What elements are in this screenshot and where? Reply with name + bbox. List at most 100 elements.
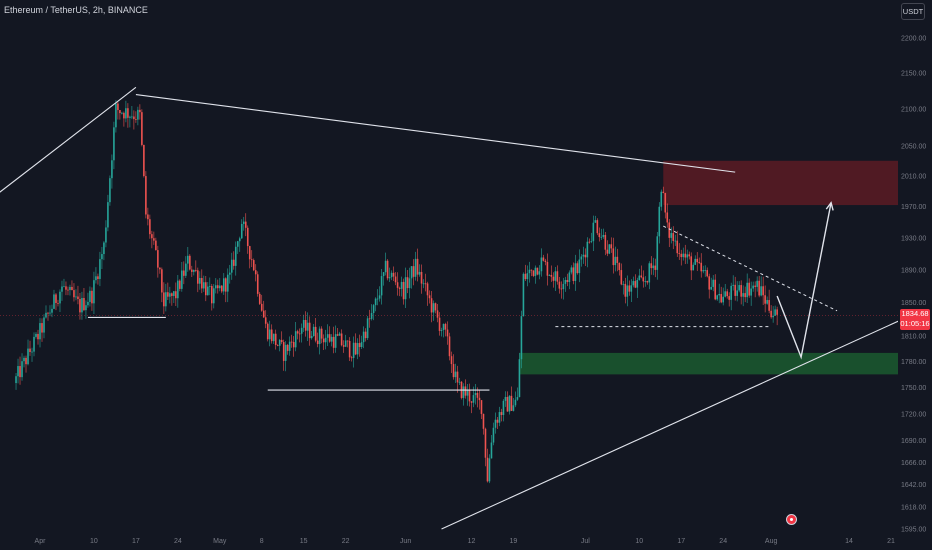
candle-body (302, 319, 305, 328)
time-tick-label: 22 (342, 538, 350, 545)
candle-body (161, 269, 163, 293)
candle-body (478, 397, 481, 401)
candle-body (228, 272, 231, 275)
candle-body (129, 116, 131, 118)
candle-body (682, 253, 685, 258)
candle-body (630, 285, 633, 292)
candle-body (354, 342, 357, 355)
candle-body (209, 286, 211, 287)
candle-body (272, 333, 275, 342)
candle-body (774, 309, 776, 316)
candle-body (556, 271, 559, 282)
candle-body (65, 286, 67, 290)
candle-body (177, 280, 179, 299)
time-tick-label: 24 (174, 538, 182, 545)
time-tick-label: 17 (132, 538, 140, 545)
candle-body (638, 275, 641, 281)
candle-body (278, 339, 281, 346)
candle-body (644, 281, 647, 282)
candle-body (760, 286, 762, 296)
candle-body (528, 269, 531, 274)
candle-body (624, 283, 627, 297)
candle-body (163, 292, 165, 307)
candle-body (590, 241, 593, 242)
candle-body (766, 300, 768, 304)
candle-body (332, 336, 335, 348)
candle-body (222, 278, 225, 292)
candle-body (492, 427, 495, 443)
candle-body (754, 285, 756, 287)
candle-body (498, 412, 501, 423)
candle-body (418, 271, 421, 275)
time-tick-label: 14 (845, 538, 853, 545)
candle-body (294, 331, 297, 348)
candle-body (462, 386, 465, 398)
candle-body (290, 341, 293, 343)
price-tick-label: 1595.00 (901, 527, 926, 534)
candle-body (260, 303, 263, 311)
candle-body (698, 262, 701, 264)
candle-body (686, 254, 689, 258)
candle-body (714, 279, 717, 300)
candle-body (185, 263, 187, 276)
candle-body (764, 295, 766, 304)
candle-body (370, 313, 373, 319)
candle-body (135, 119, 137, 120)
candle-body (748, 282, 750, 296)
candle-body (155, 240, 157, 251)
candle-body (592, 222, 595, 242)
candle-body (408, 278, 411, 289)
candle-body (195, 269, 197, 271)
candle-body (203, 282, 205, 289)
price-tick-label: 1780.00 (901, 359, 926, 366)
currency-button[interactable]: USDT (901, 3, 925, 20)
candle-body (201, 278, 203, 289)
candle-body (400, 281, 403, 289)
candle-body (450, 356, 453, 365)
price-tick-label: 1690.00 (901, 438, 926, 445)
candle-body (103, 242, 105, 255)
price-tick-label: 2150.00 (901, 71, 926, 78)
candle-body (616, 256, 619, 263)
candle-body (506, 396, 509, 412)
candle-body (81, 297, 83, 313)
candle-body (348, 340, 351, 358)
candle-body (504, 396, 507, 401)
candle-body (608, 244, 611, 254)
candle-body (87, 301, 89, 306)
time-tick-label: 19 (510, 538, 518, 545)
candle-body (366, 318, 369, 339)
candle-body (236, 241, 239, 247)
price-axis (898, 0, 932, 550)
candle-body (99, 259, 101, 279)
candle-body (622, 283, 625, 285)
candle-body (664, 192, 667, 213)
candle-body (662, 191, 665, 193)
candle-body (476, 392, 479, 398)
candle-body (562, 283, 565, 290)
price-tick-label: 1850.00 (901, 300, 926, 307)
candle-body (466, 390, 469, 396)
candle-body (362, 331, 365, 343)
candle-body (382, 272, 385, 277)
candle-body (324, 337, 327, 343)
candle-body (107, 202, 109, 228)
candle-body (89, 290, 91, 302)
candle-body (456, 371, 459, 383)
candle-body (270, 329, 273, 342)
candle-body (115, 103, 117, 128)
candle-body (179, 280, 181, 289)
candle-body (314, 326, 317, 341)
candle-body (520, 316, 523, 360)
candle-body (15, 376, 17, 384)
candle-body (752, 285, 754, 289)
earnings-event-icon[interactable] (786, 514, 797, 525)
candle-body (724, 291, 726, 297)
candle-body (322, 338, 325, 343)
candle-body (350, 357, 353, 359)
candle-body (578, 259, 581, 274)
candle-body (346, 340, 349, 342)
candle-body (187, 255, 189, 264)
